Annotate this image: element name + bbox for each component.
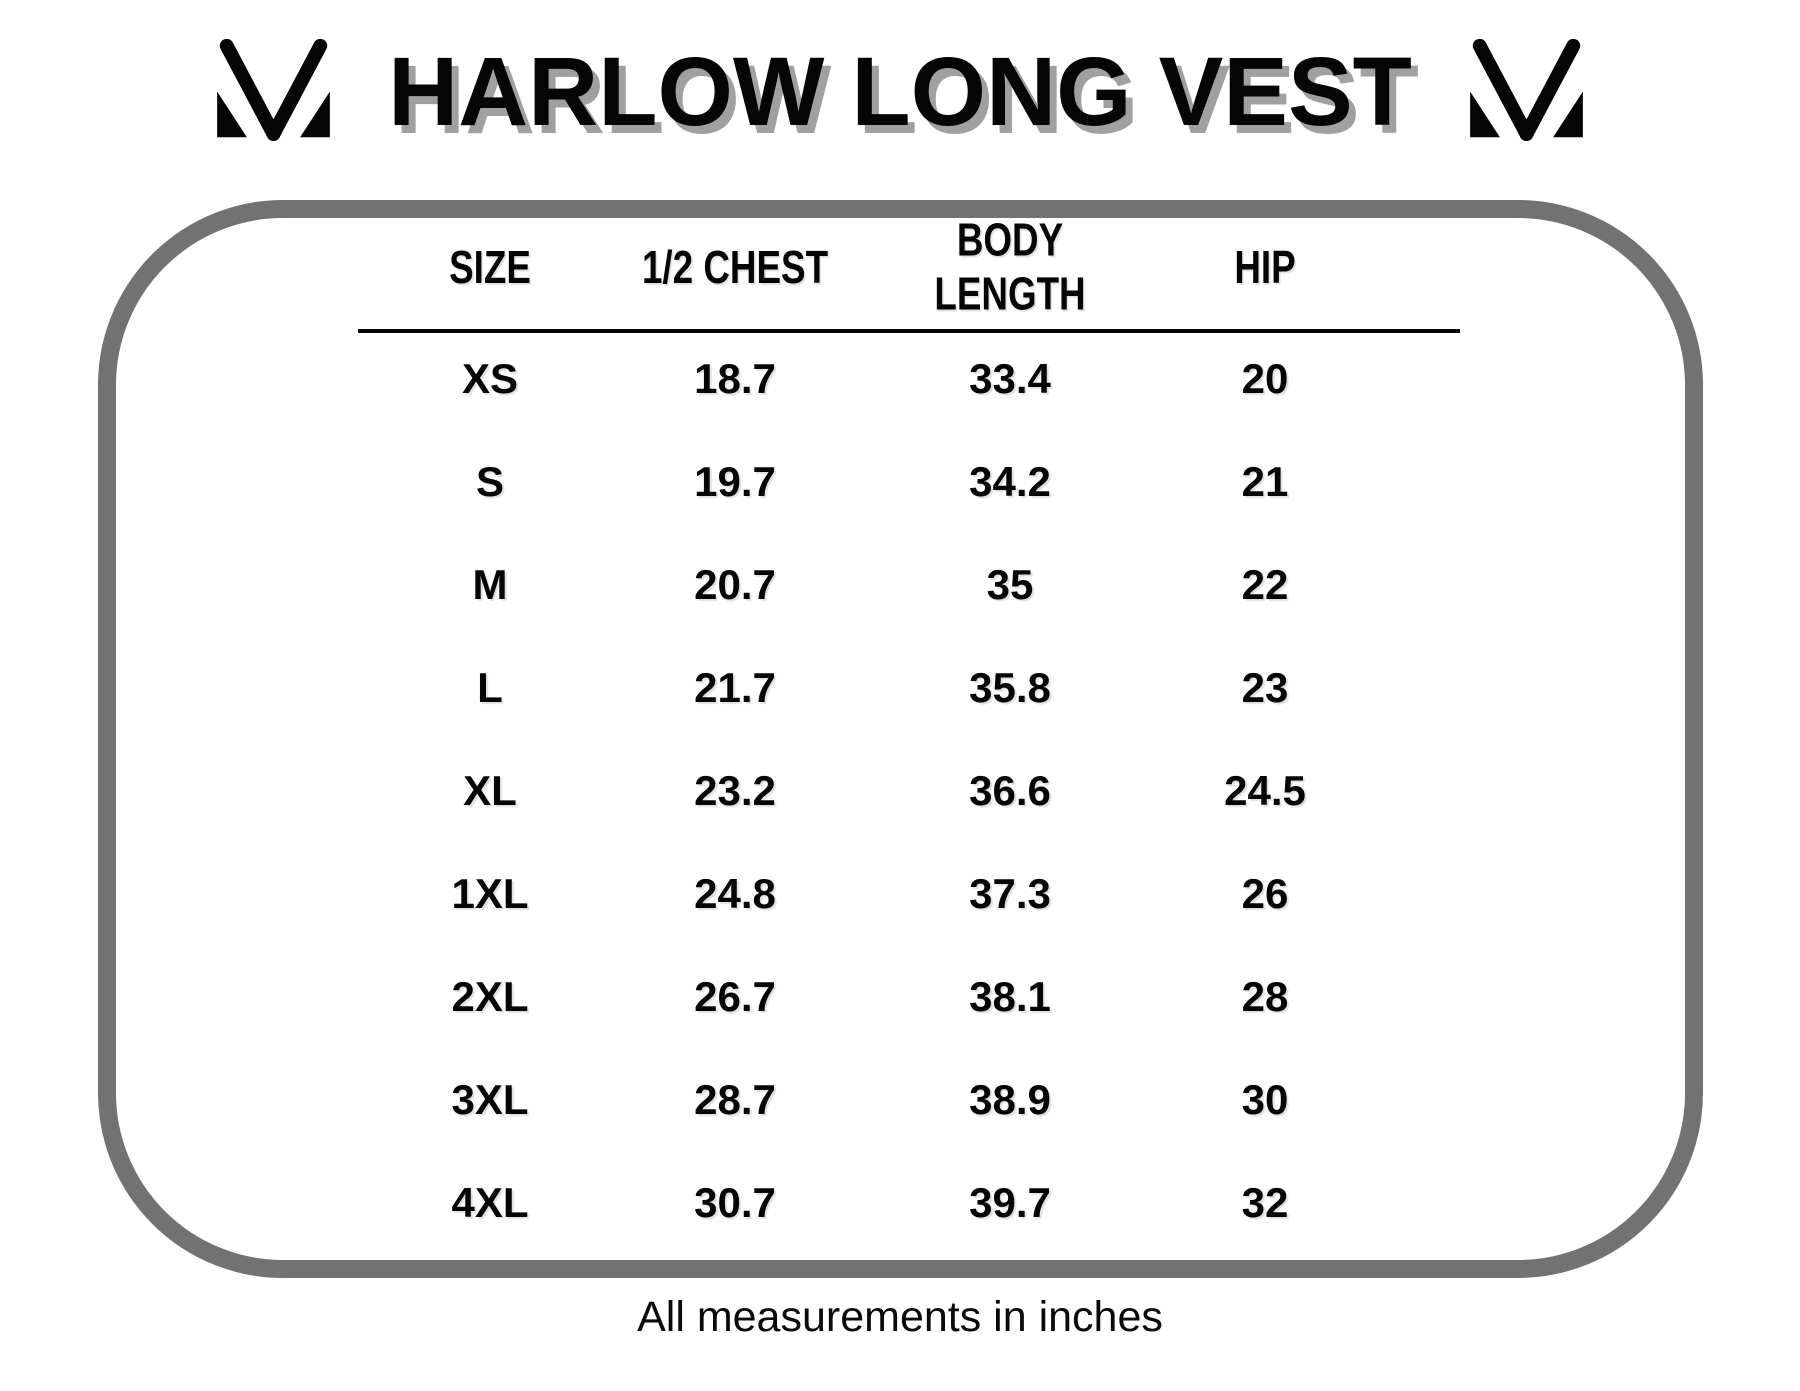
table-row-1XL: 1XL 24.8 37.3 26 <box>358 842 1460 945</box>
table-header-row: SIZE 1/2 CHEST BODY LENGTH HIP <box>358 205 1460 333</box>
measurement-value: 20 <box>1241 354 1289 402</box>
column-header-2: BODY LENGTH <box>934 213 1086 320</box>
measurement-value: 34.2 <box>969 457 1051 505</box>
measurement-value: 19.7 <box>694 457 776 505</box>
table-row-M: M 20.7 35 22 <box>358 533 1460 636</box>
header: HARLOW LONG VEST <box>0 34 1800 149</box>
brand-m-logo-left-icon <box>217 38 330 141</box>
measurement-value: 22 <box>1241 560 1289 608</box>
measurement-value: 24.8 <box>694 869 776 917</box>
table-row-3XL: 3XL 28.7 38.9 30 <box>358 1048 1460 1151</box>
measurement-value: 28 <box>1241 972 1289 1020</box>
measurement-value: 30 <box>1241 1075 1289 1123</box>
measurement-value: 39.7 <box>969 1178 1051 1226</box>
measurement-value: 30.7 <box>694 1178 776 1226</box>
measurement-value: 20.7 <box>694 560 776 608</box>
table-row-4XL: 4XL 30.7 39.7 32 <box>358 1151 1460 1254</box>
measurement-value: 23 <box>1241 663 1289 711</box>
measurement-value: 33.4 <box>969 354 1051 402</box>
measurement-value: 38.9 <box>969 1075 1051 1123</box>
table-row-XS: XS 18.7 33.4 20 <box>358 327 1460 430</box>
measurement-value: 28.7 <box>694 1075 776 1123</box>
column-header-0: SIZE <box>449 240 531 293</box>
measurement-value: 37.3 <box>969 869 1051 917</box>
measurement-value: 24.5 <box>1224 766 1306 814</box>
measurement-value: 32 <box>1241 1178 1289 1226</box>
measurement-value: 21.7 <box>694 663 776 711</box>
page-title: HARLOW LONG VEST <box>388 37 1412 146</box>
size-label: L <box>477 663 503 711</box>
table-row-L: L 21.7 35.8 23 <box>358 636 1460 739</box>
measurement-value: 23.2 <box>694 766 776 814</box>
column-header-3: HIP <box>1234 240 1296 293</box>
size-chart-box <box>98 200 1703 1278</box>
measurement-value: 21 <box>1241 457 1289 505</box>
size-label: S <box>475 457 505 505</box>
size-label: M <box>472 560 508 608</box>
size-table: SIZE 1/2 CHEST BODY LENGTH HIP XS 18.7 33.4 20… <box>358 205 1460 1254</box>
measurement-value: 36.6 <box>969 766 1051 814</box>
brand-m-logo-right-icon <box>1470 38 1583 141</box>
table-body: XS 18.7 33.4 20 S 19.7 34.2 21 M 20.7 35 22 L 21.7 35.… <box>358 327 1460 1254</box>
table-row-S: S 19.7 34.2 21 <box>358 430 1460 533</box>
size-label: XL <box>463 766 517 814</box>
size-label: 1XL <box>451 869 529 917</box>
column-header-1: 1/2 CHEST <box>641 240 829 293</box>
measurement-value: 18.7 <box>694 354 776 402</box>
table-row-XL: XL 23.2 36.6 24.5 <box>358 739 1460 842</box>
measurement-value: 38.1 <box>969 972 1051 1020</box>
measurement-value: 35.8 <box>969 663 1051 711</box>
measurement-value: 26.7 <box>694 972 776 1020</box>
measurement-value: 26 <box>1241 869 1289 917</box>
table-row-2XL: 2XL 26.7 38.1 28 <box>358 945 1460 1048</box>
size-label: 2XL <box>451 972 529 1020</box>
measurement-value: 35 <box>986 560 1034 608</box>
measurements-note: All measurements in inches <box>637 1293 1163 1341</box>
size-label: 4XL <box>451 1178 529 1226</box>
size-label: 3XL <box>451 1075 529 1123</box>
size-label: XS <box>461 354 519 402</box>
